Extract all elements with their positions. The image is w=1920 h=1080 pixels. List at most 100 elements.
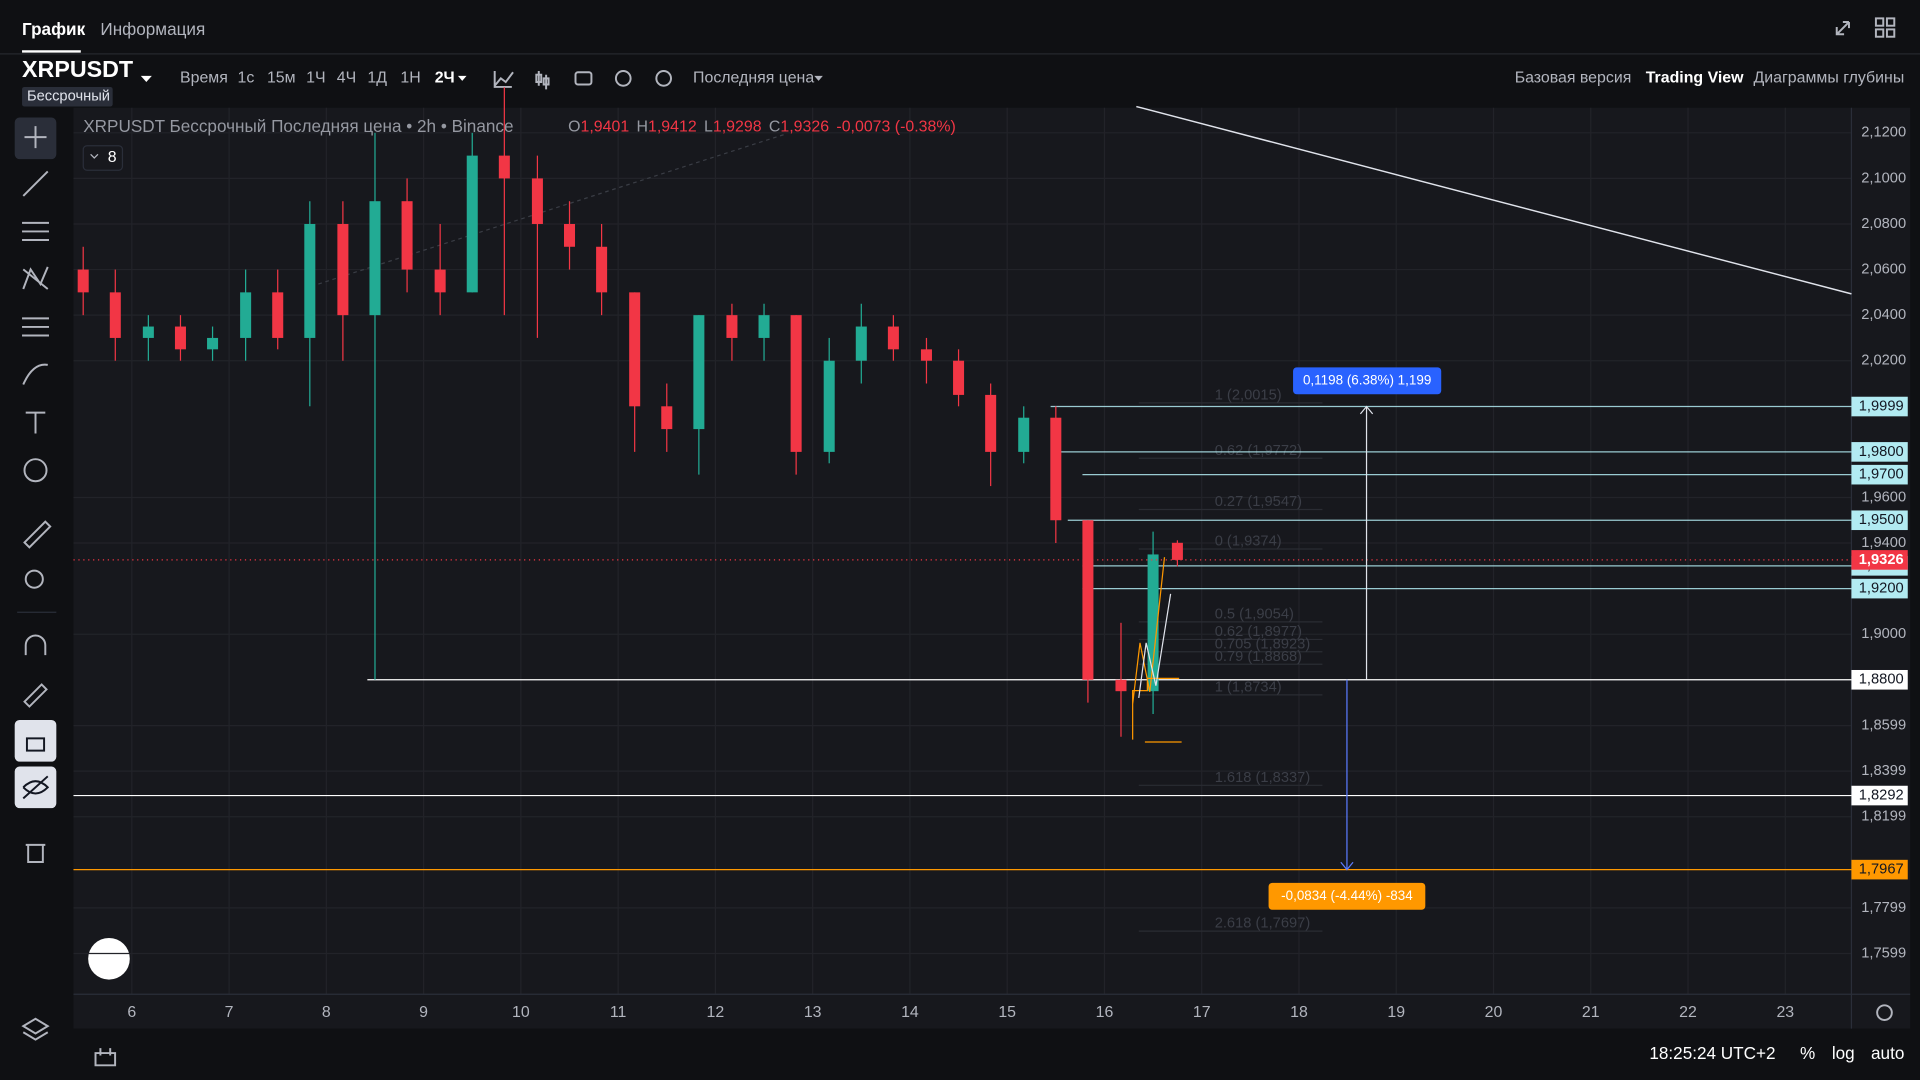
symbol-caret[interactable] — [140, 75, 152, 83]
candle-body — [434, 269, 446, 293]
overlay: XRPUSDT Бессрочный Последняя цена • 2h •… — [82, 116, 956, 171]
emoji-tool[interactable] — [23, 458, 48, 483]
candle-body — [920, 349, 932, 361]
scale-option[interactable]: auto — [1871, 1043, 1904, 1063]
layout-icon[interactable] — [1874, 17, 1885, 27]
collapse-icon[interactable] — [1835, 21, 1850, 36]
fib-label: 1 (2,0015) — [1215, 387, 1282, 403]
interval[interactable]: 1Д — [367, 70, 387, 87]
level-label: 1,9800 — [1859, 444, 1904, 460]
level-label: 1,9200 — [1859, 580, 1904, 596]
ohlc-value: 1,9401 — [581, 119, 630, 136]
interval[interactable]: 1Н — [400, 70, 420, 87]
pattern-tool[interactable] — [22, 266, 49, 290]
candle-body — [790, 315, 802, 452]
delete-tool[interactable] — [25, 843, 46, 864]
view-link[interactable]: Trading View — [1646, 70, 1744, 87]
cursor-tool[interactable] — [24, 126, 47, 149]
candle-body — [823, 360, 835, 452]
fib-tool[interactable] — [22, 317, 49, 337]
caret — [457, 75, 467, 81]
add-icon[interactable] — [614, 70, 632, 87]
interval[interactable]: Время — [180, 70, 228, 87]
settings-icon[interactable] — [655, 70, 672, 87]
trend-line — [1136, 105, 1852, 295]
view-link[interactable]: Базовая версия — [1515, 70, 1632, 87]
magnet-tool[interactable] — [24, 634, 47, 656]
line-tool[interactable] — [22, 170, 49, 197]
x-tick-label: 20 — [1485, 1004, 1503, 1021]
x-tick-label: 18 — [1290, 1004, 1308, 1021]
hline-tool[interactable] — [22, 221, 49, 241]
level-badge — [1851, 396, 1908, 417]
scale-option[interactable]: log — [1832, 1043, 1855, 1063]
price-type[interactable]: Последняя цена — [693, 70, 814, 87]
level-badge — [1851, 578, 1908, 599]
camera-icon[interactable] — [574, 71, 593, 86]
axis-settings[interactable] — [1876, 1004, 1893, 1021]
candle-body — [596, 246, 608, 293]
x-tick-label: 16 — [1096, 1004, 1114, 1021]
level-badge — [1851, 859, 1908, 880]
interval[interactable]: 15м — [267, 70, 296, 87]
y-tick-label: 1,8399 — [1861, 763, 1906, 779]
interval[interactable]: 4Ч — [337, 70, 356, 87]
ruler-tool[interactable] — [23, 520, 52, 549]
tab[interactable]: Информация — [100, 19, 205, 39]
candle-icon[interactable] — [535, 71, 550, 90]
candle-body — [240, 292, 252, 338]
hide-tool[interactable] — [22, 775, 50, 800]
x-tick-label: 6 — [127, 1004, 136, 1021]
tab[interactable]: График — [22, 19, 86, 39]
layout-icon — [1885, 28, 1896, 38]
layout-icon — [1874, 28, 1885, 38]
interval[interactable]: 1Ч — [306, 70, 325, 87]
ohlc-value: 1,9412 — [648, 119, 697, 136]
view-link[interactable]: Диаграммы глубины — [1753, 70, 1904, 87]
x-tick-label: 14 — [901, 1004, 919, 1021]
draw-mode-tool[interactable] — [23, 683, 48, 708]
indicator-badge[interactable] — [82, 145, 124, 171]
level-label: 1,8292 — [1859, 787, 1904, 803]
zoom-tool[interactable] — [24, 569, 44, 589]
candle-body — [531, 178, 543, 224]
tool-active — [14, 720, 57, 762]
drawing — [1132, 557, 1180, 740]
x-tick-label: 22 — [1679, 1004, 1697, 1021]
symbol[interactable]: XRPUSDT — [22, 56, 133, 82]
fib-label: 0.62 (1,8977) — [1215, 624, 1302, 640]
level-label: 1,8800 — [1859, 672, 1904, 688]
x-tick-label: 11 — [610, 1004, 627, 1021]
x-tick-label: 21 — [1582, 1004, 1600, 1021]
candle-body — [985, 394, 997, 452]
scale-option[interactable]: % — [1800, 1043, 1815, 1063]
goto-date[interactable] — [94, 1048, 117, 1067]
trend-line-faint — [318, 134, 784, 285]
clock: 18:25:24 UTC+2 — [1649, 1043, 1775, 1063]
indicator-icon[interactable] — [493, 71, 514, 88]
brush-tool[interactable] — [22, 363, 48, 385]
x-tick-label: 13 — [804, 1004, 822, 1021]
text-tool[interactable] — [25, 411, 46, 434]
measure-arrow — [1359, 405, 1374, 680]
layers-tool[interactable] — [21, 1017, 50, 1041]
candle-body — [629, 292, 641, 407]
candle-body — [142, 326, 154, 338]
candle-body — [498, 155, 510, 179]
interval[interactable]: 1с — [238, 70, 255, 87]
fib-label: 0 (1,9374) — [1215, 533, 1282, 549]
chart-pane — [73, 107, 1911, 1029]
y-tick-label: 1,8199 — [1861, 809, 1906, 825]
x-tick-label: 8 — [322, 1004, 331, 1021]
level-badge — [1851, 669, 1908, 690]
candle-body — [272, 292, 284, 338]
y-tick-label: 2,0600 — [1861, 261, 1906, 277]
measure-arrow — [1340, 679, 1354, 871]
tag-bg — [22, 86, 113, 107]
ohlc-key: H — [637, 119, 649, 136]
interval[interactable]: 2Ч — [435, 70, 455, 87]
tv-logo[interactable] — [88, 937, 130, 980]
lock-tool[interactable] — [25, 737, 46, 752]
ohlc-key: L — [704, 119, 713, 136]
